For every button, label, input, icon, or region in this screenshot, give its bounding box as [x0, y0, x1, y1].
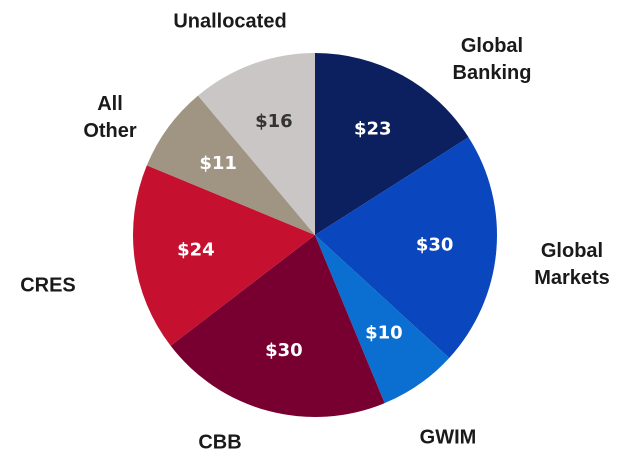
category-label: All Other — [83, 93, 137, 142]
pie-slice — [315, 137, 498, 358]
value-label: $23 — [354, 119, 392, 140]
category-label: CRES — [20, 274, 76, 297]
pie-slice — [315, 53, 469, 235]
pie-slice — [170, 235, 385, 418]
category-label: Global Markets — [534, 240, 610, 289]
pie-slice — [315, 235, 450, 404]
pie-slice — [198, 53, 315, 235]
pie-slice — [132, 165, 315, 346]
value-label: $11 — [199, 153, 237, 174]
category-label: Global Banking — [452, 35, 532, 84]
category-label: Unallocated — [173, 10, 287, 33]
pie-slice — [146, 95, 315, 235]
value-label: $30 — [265, 340, 303, 361]
category-label: GWIM — [419, 426, 477, 449]
value-label: $16 — [255, 111, 293, 132]
value-label: $10 — [365, 322, 403, 343]
value-label: $30 — [416, 234, 454, 255]
category-label: CBB — [198, 431, 242, 454]
value-label: $24 — [177, 240, 215, 261]
